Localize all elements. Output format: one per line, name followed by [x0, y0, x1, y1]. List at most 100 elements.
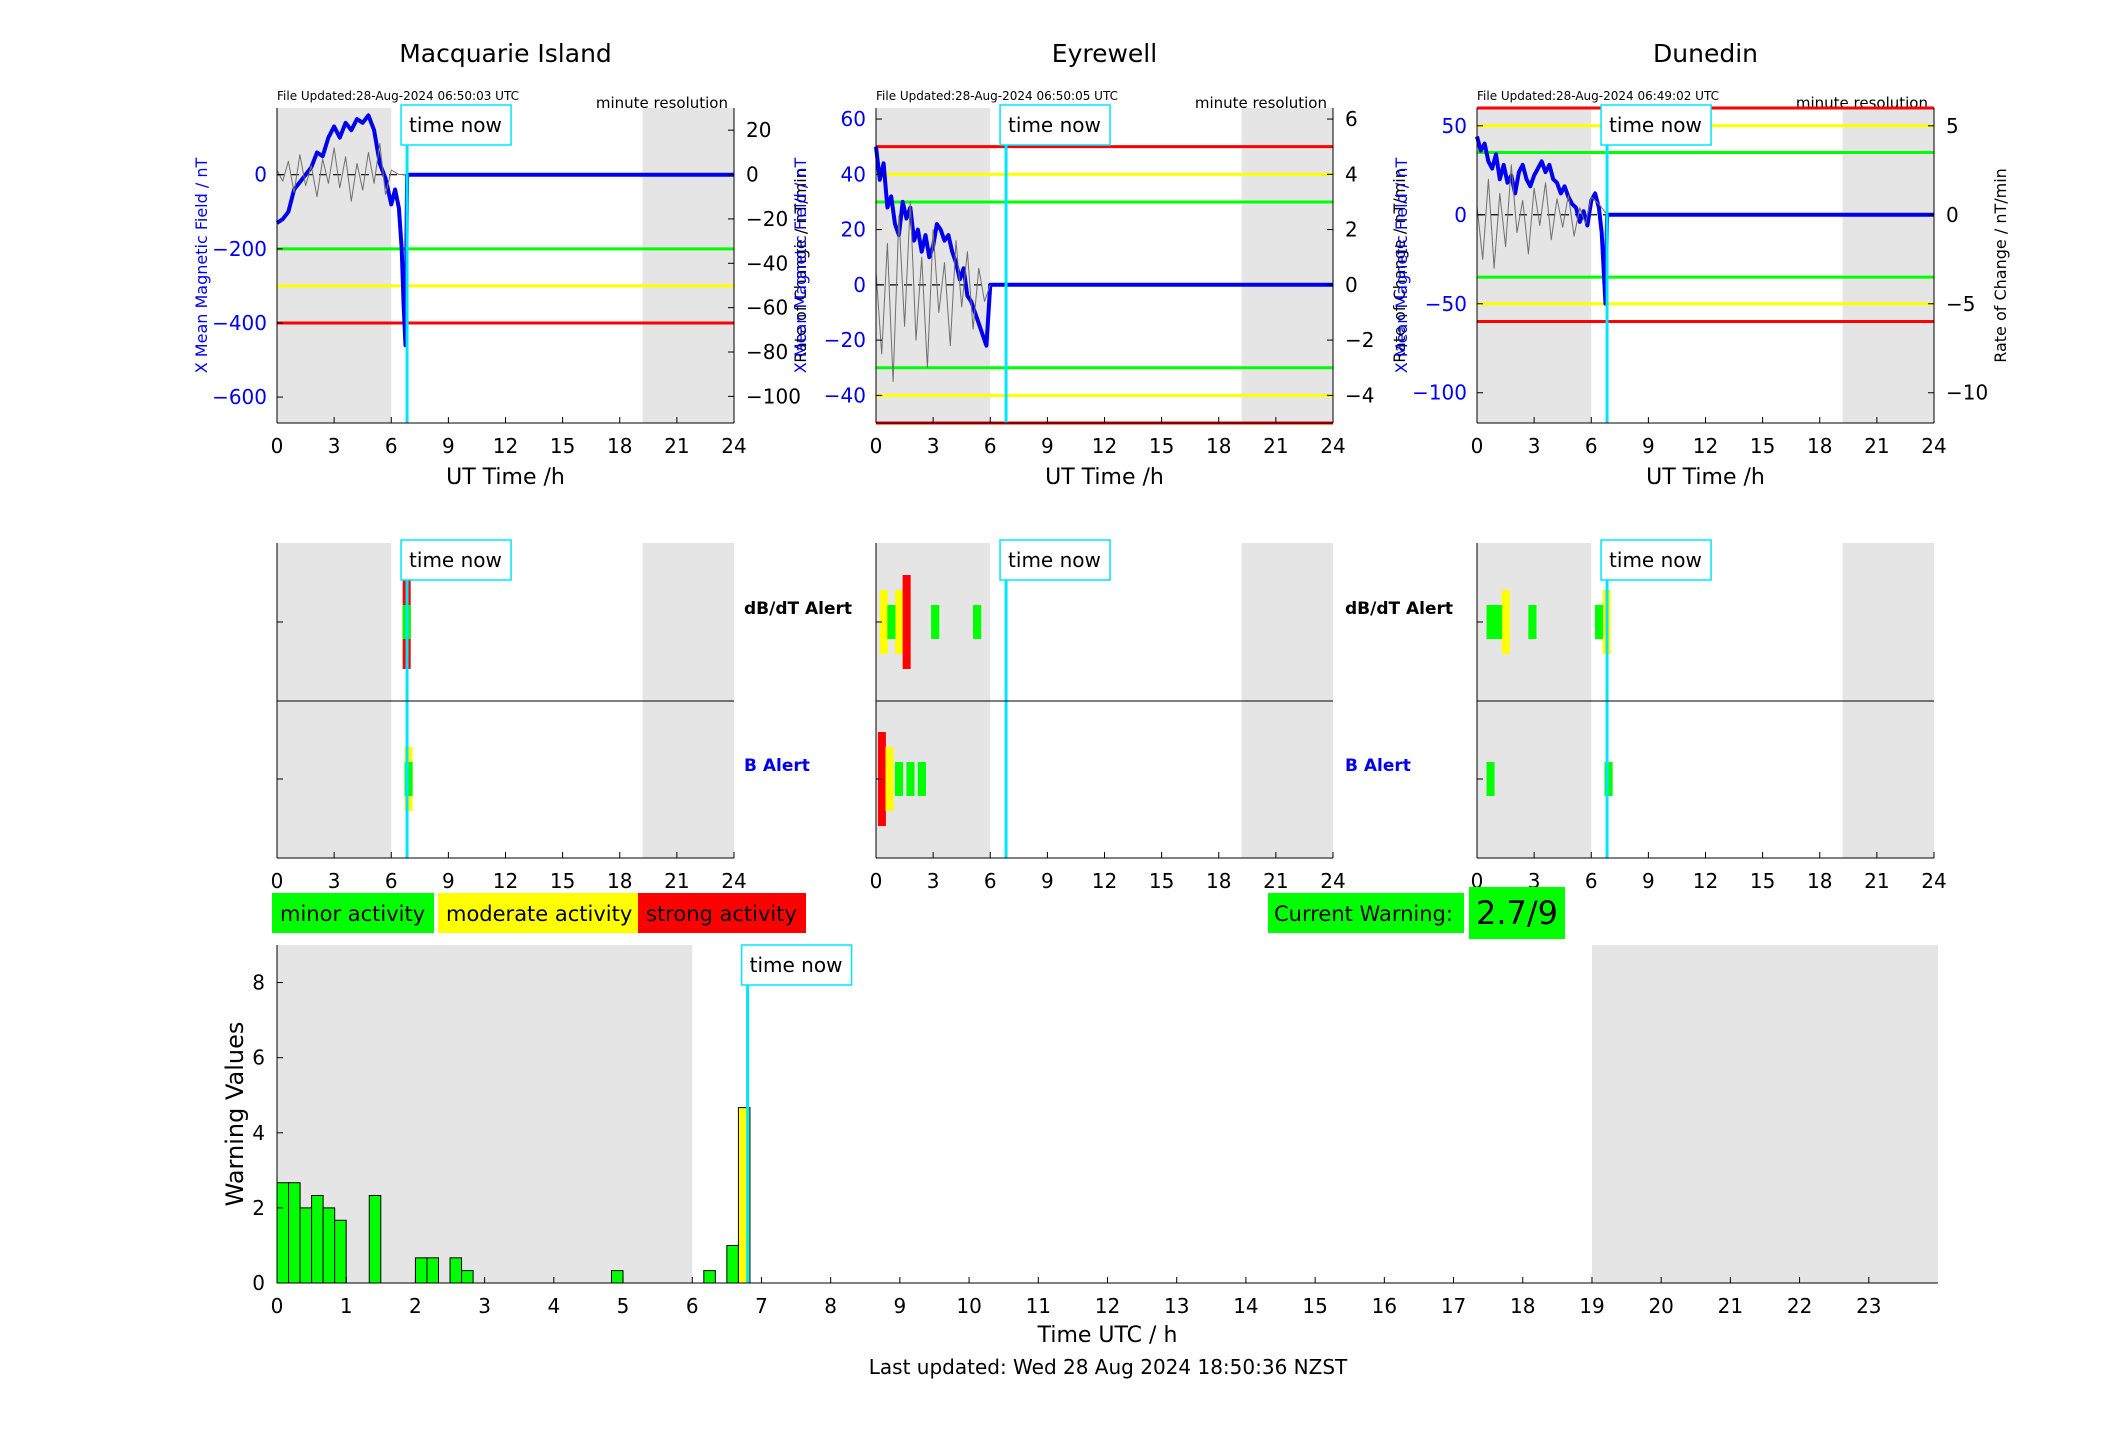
y-axis-left-title: X Mean Magnetic Field / nT	[791, 158, 810, 374]
x-tick-label: 3	[1528, 434, 1541, 458]
dbdt-alert-minor-mark	[931, 605, 940, 639]
x-tick-label: 12	[1693, 869, 1718, 893]
dbdt-alert-strong-mark	[902, 575, 911, 669]
warning-bar-minor	[703, 1270, 716, 1284]
x-tick-label: 2	[409, 1294, 422, 1318]
x-tick-label: 12	[1092, 434, 1117, 458]
x-tick-label: 12	[1092, 869, 1117, 893]
y-tick-label: 4	[252, 1121, 265, 1145]
minor-activity-label: minor activity	[280, 902, 425, 926]
x-tick-label: 10	[956, 1294, 981, 1318]
minute-resolution-label: minute resolution	[596, 94, 728, 112]
x-tick-label: 21	[1718, 1294, 1743, 1318]
x-tick-label: 0	[271, 1294, 284, 1318]
station-panel-0: Macquarie Island File Updated:28-Aug-2024…	[192, 39, 810, 893]
dbdt-alert-minor-mark	[1486, 605, 1495, 639]
x-tick-label: 3	[478, 1294, 491, 1318]
y-tick-right-label: −4	[1345, 383, 1374, 407]
x-tick-label: 21	[664, 869, 689, 893]
night-shade	[642, 108, 734, 423]
y-tick-right-label: −60	[746, 296, 788, 320]
dbdt-alert-minor-mark	[1528, 605, 1537, 639]
y-tick-right-label: 0	[1345, 273, 1358, 297]
x-tick-label: 3	[927, 434, 940, 458]
y-tick-right-label: −40	[746, 251, 788, 275]
x-tick-label: 18	[1206, 434, 1231, 458]
warning-bar-minor	[449, 1257, 463, 1284]
time-now-label: time now	[409, 113, 502, 137]
x-tick-label: 12	[493, 434, 518, 458]
x-tick-label: 18	[1510, 1294, 1535, 1318]
y-tick-left-label: 40	[841, 162, 866, 186]
y-tick-label: 2	[252, 1196, 265, 1220]
strong-activity-swatch	[638, 893, 806, 933]
y-tick-left-label: −40	[824, 383, 866, 407]
x-tick-label: 8	[824, 1294, 837, 1318]
warning-bar-minor	[276, 1182, 290, 1284]
y-axis-title: Warning Values	[221, 1022, 249, 1207]
x-tick-label: 24	[721, 434, 746, 458]
x-tick-label: 6	[984, 869, 997, 893]
x-tick-label: 9	[1041, 434, 1054, 458]
rate-series-line	[276, 143, 408, 202]
dbdt-alert-minor-mark	[1595, 605, 1604, 639]
field-series-line	[1475, 135, 1934, 306]
x-tick-label: 14	[1233, 1294, 1258, 1318]
station-title: Dunedin	[1653, 39, 1758, 68]
rate-series-line	[875, 201, 991, 383]
warning-bar-minor	[610, 1270, 624, 1284]
x-tick-label: 15	[1149, 434, 1174, 458]
warning-bar-minor	[322, 1207, 336, 1284]
y-tick-right-label: −10	[1946, 381, 1988, 405]
x-tick-label: 20	[1648, 1294, 1673, 1318]
x-tick-label: 15	[1750, 869, 1775, 893]
warning-bar-minor	[461, 1270, 474, 1284]
time-now-box	[1600, 539, 1712, 581]
x-tick-label: 11	[1026, 1294, 1051, 1318]
dbdt-alert-minor-mark	[1494, 605, 1503, 639]
time-now-label: time now	[1609, 548, 1702, 572]
y-tick-left-label: −200	[212, 237, 267, 261]
y-tick-right-label: 2	[1345, 218, 1358, 242]
dbdt-alert-moderate-mark	[1501, 590, 1510, 654]
night-shade	[876, 108, 991, 423]
x-tick-label: 9	[1642, 434, 1655, 458]
x-tick-label: 18	[607, 869, 632, 893]
y-tick-right-label: −20	[746, 207, 788, 231]
time-now-label: time now	[1008, 113, 1101, 137]
time-now-box	[999, 104, 1111, 146]
x-tick-label: 9	[894, 1294, 907, 1318]
b-alert-moderate-mark	[885, 747, 894, 811]
strong-activity-label: strong activity	[646, 902, 797, 926]
x-tick-label: 9	[442, 869, 455, 893]
x-tick-label: 6	[984, 434, 997, 458]
b-alert-minor-mark	[1604, 762, 1613, 796]
x-tick-label: 0	[271, 869, 284, 893]
warning-bar-minor	[726, 1244, 739, 1284]
y-tick-right-label: −100	[746, 384, 801, 408]
y-axis-right-title: Rate of Change / nT/min	[1991, 168, 2010, 363]
file-updated-text: File Updated:28-Aug-2024 06:49:02 UTC	[1477, 89, 1719, 103]
current-warning-value: 2.7/9	[1476, 894, 1558, 932]
y-tick-left-label: −600	[212, 385, 267, 409]
night-shade	[277, 108, 392, 423]
x-tick-label: 18	[1206, 869, 1231, 893]
warning-bar-minor	[334, 1219, 347, 1284]
x-axis-title: UT Time /h	[1646, 465, 1765, 490]
x-tick-label: 18	[1807, 434, 1832, 458]
time-now-label: time now	[1609, 113, 1702, 137]
x-tick-label: 4	[547, 1294, 560, 1318]
file-updated-text: File Updated:28-Aug-2024 06:50:03 UTC	[277, 89, 519, 103]
station-panel-1: Eyrewell File Updated:28-Aug-2024 06:50:0…	[791, 39, 1409, 893]
time-now-label: time now	[750, 953, 843, 977]
y-axis-right-title: Rate of Change / nT/min	[791, 168, 810, 363]
x-tick-label: 15	[550, 869, 575, 893]
x-tick-label: 1	[340, 1294, 353, 1318]
y-tick-right-label: 0	[1946, 203, 1959, 227]
night-shade	[1241, 108, 1333, 423]
warning-bar-minor	[311, 1194, 324, 1284]
b-alert-minor-mark	[1486, 762, 1495, 796]
dbdt-alert-minor-mark	[973, 605, 982, 639]
y-tick-right-label: 4	[1345, 162, 1358, 186]
